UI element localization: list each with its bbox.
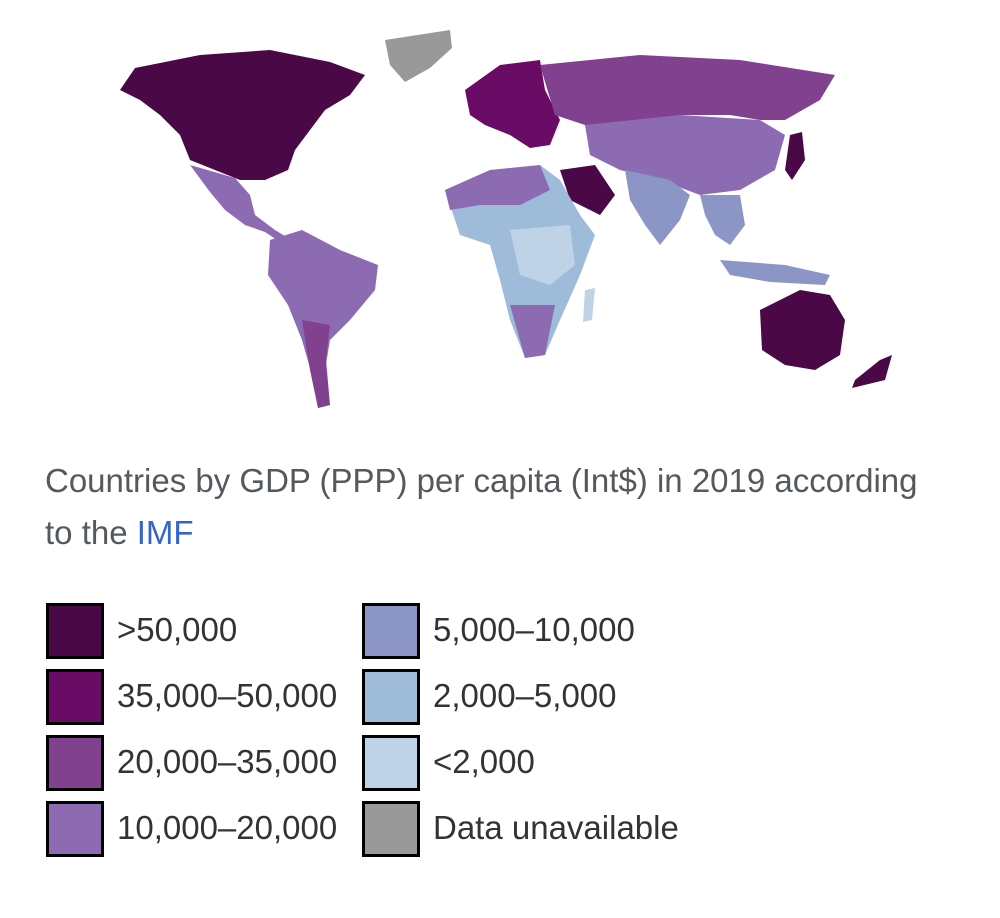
legend-swatch	[362, 603, 420, 659]
region-new-zealand	[852, 355, 892, 388]
world-map-svg	[120, 30, 892, 408]
region-madagascar	[583, 288, 595, 322]
map-caption: Countries by GDP (PPP) per capita (Int$)…	[45, 455, 945, 559]
legend-swatch	[46, 801, 104, 857]
legend-swatch	[362, 669, 420, 725]
legend-label: 2,000–5,000	[433, 677, 617, 714]
region-middle-east	[560, 165, 615, 215]
legend-swatch	[46, 669, 104, 725]
region-australia	[760, 290, 845, 370]
legend-swatch	[46, 603, 104, 659]
legend-label: <2,000	[433, 743, 535, 780]
caption-text: Countries by GDP (PPP) per capita (Int$)…	[45, 462, 918, 551]
region-indonesia	[720, 260, 830, 285]
region-north-america	[120, 50, 365, 180]
legend-label: 5,000–10,000	[433, 611, 635, 648]
region-japan	[785, 132, 805, 180]
legend-swatch	[362, 735, 420, 791]
imf-link[interactable]: IMF	[136, 514, 194, 551]
region-europe	[465, 60, 560, 148]
region-central-africa	[510, 225, 575, 285]
region-argentina-chile	[302, 320, 330, 408]
region-south-asia	[625, 170, 690, 245]
region-central-america	[190, 165, 288, 242]
region-south-america	[268, 230, 378, 408]
world-map	[40, 20, 960, 420]
region-southeast-asia	[700, 195, 745, 245]
legend-swatch	[362, 801, 420, 857]
legend-label: >50,000	[117, 611, 238, 648]
legend-label: 10,000–20,000	[117, 809, 338, 846]
legend-label: 35,000–50,000	[117, 677, 338, 714]
region-north-africa	[445, 165, 550, 210]
legend-label: 20,000–35,000	[117, 743, 338, 780]
region-southern-africa	[510, 305, 555, 358]
legend-label: Data unavailable	[433, 809, 679, 846]
region-greenland	[385, 30, 452, 82]
region-asia	[585, 115, 785, 195]
region-russia	[540, 55, 835, 125]
legend-swatch	[46, 735, 104, 791]
